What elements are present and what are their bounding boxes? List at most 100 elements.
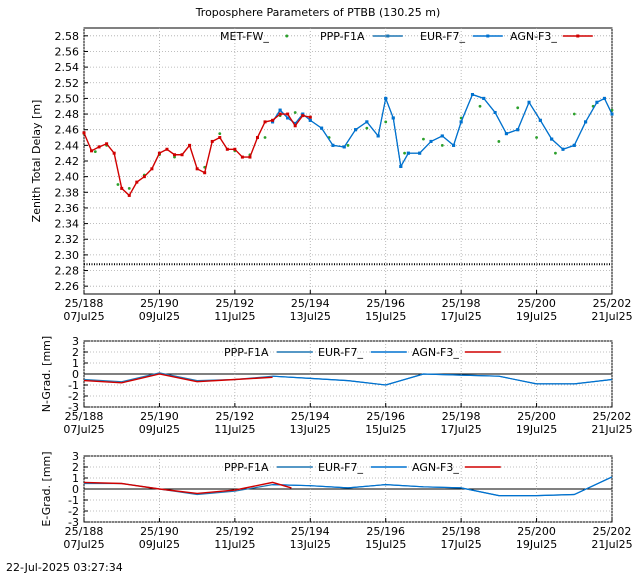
x-tick-label-doy: 25/192 [216,297,255,310]
series-point-met-fw [478,104,482,108]
series-point-eur-f7 [331,143,335,147]
ztd-panel: 2.26 2.28 2.30 2.32 2.34 2.36 2.38 2.40 2.42 2.44… [30,27,633,323]
series-point-agn-f3 [293,124,297,128]
x-tick-label-doy: 25/192 [216,525,255,538]
series-point-agn-f3 [90,149,94,153]
y-tick-label: 2.26 [55,280,80,293]
x-tick-label-doy: 25/196 [366,525,405,538]
ngrad-grid [83,340,613,408]
ngrad-y-label: N-Grad. [mm] [40,336,53,412]
series-point-agn-f3 [112,151,116,155]
series-point-met-fw [403,151,406,155]
series-point-agn-f3 [233,147,237,151]
y-tick-label: 3 [72,450,79,463]
x-tick-label-date: 13Jul25 [290,423,331,436]
x-tick-label-doy: 25/200 [517,525,556,538]
series-point-eur-f7 [418,151,422,155]
y-tick-label: 2.44 [55,139,80,152]
y-tick-label: -3 [68,401,79,414]
x-tick-label-doy: 25/202 [593,525,632,538]
series-point-agn-f3 [82,131,86,135]
render-timestamp: 22-Jul-2025 03:27:34 [6,561,123,574]
series-point-agn-f3 [203,171,207,175]
egrad-series [83,476,613,497]
y-tick-label: -1 [68,494,79,507]
x-tick-label-date: 07Jul25 [63,310,104,323]
legend-label: PPP-F1A [320,30,365,43]
x-tick-label-doy: 25/200 [517,410,556,423]
series-point-eur-f7 [406,151,410,155]
series-point-met-fw [440,143,444,147]
series-point-eur-f7 [271,120,275,124]
x-tick-label-doy: 25/188 [65,297,104,310]
series-point-agn-f3 [308,115,312,119]
x-tick-label-doy: 25/190 [140,410,179,423]
series-line-agn-f3 [83,373,273,384]
x-tick-label-doy: 25/194 [291,297,330,310]
series-point-met-fw [293,111,297,114]
y-tick-label: 2.36 [55,202,80,215]
series-point-eur-f7 [561,147,565,151]
y-tick-label: 2.28 [55,265,80,278]
ztd-legend: MET-FW_ PPP-F1A EUR-F7_ AGN-F3_ [220,30,593,43]
x-tick-label-doy: 25/202 [593,410,632,423]
x-tick-label-doy: 25/188 [65,525,104,538]
y-tick-label: 2.56 [55,45,80,58]
x-tick-label-date: 09Jul25 [139,423,180,436]
y-tick-label: -1 [68,379,79,392]
series-point-eur-f7 [459,120,463,124]
series-point-met-fw [116,183,120,186]
series-point-eur-f7 [538,118,542,122]
x-tick-label-doy: 25/198 [442,297,481,310]
series-point-agn-f3 [97,145,101,149]
series-point-met-fw [93,150,97,154]
x-tick-label-doy: 25/198 [442,410,481,423]
series-point-met-fw [610,108,614,112]
y-tick-label: 2.46 [55,124,80,137]
series-point-eur-f7 [376,134,380,138]
x-tick-label-date: 07Jul25 [63,538,104,551]
series-point-met-fw [572,112,576,116]
x-tick-label-date: 11Jul25 [214,310,255,323]
series-point-eur-f7 [470,93,474,96]
x-tick-label-doy: 25/190 [140,297,179,310]
series-point-eur-f7 [550,137,554,141]
series-point-met-fw [365,126,369,130]
x-tick-label-doy: 25/192 [216,410,255,423]
series-line-eur-f7 [272,373,613,386]
series-point-agn-f3 [286,112,290,116]
legend-label: EUR-F7_ [318,346,363,359]
series-point-eur-f7 [584,120,588,124]
series-point-eur-f7 [384,96,388,100]
x-tick-label-doy: 25/190 [140,525,179,538]
series-point-eur-f7 [354,128,358,132]
x-tick-label-date: 21Jul25 [591,538,632,551]
x-tick-label-date: 17Jul25 [441,538,482,551]
series-point-agn-f3 [218,136,222,140]
series-point-met-fw [554,151,557,155]
legend-label: PPP-F1A [224,346,269,359]
series-point-met-fw [346,143,350,147]
series-point-eur-f7 [610,112,614,116]
y-tick-label: -2 [68,505,79,518]
series-line-ppp-f1a [84,476,613,497]
series-line-eur-f7 [272,476,613,497]
x-tick-label-date: 15Jul25 [365,538,406,551]
egrad-legend: PPP-F1A EUR-F7_ AGN-F3_ [224,461,501,474]
series-point-agn-f3 [135,180,139,184]
series-point-agn-f3 [157,151,161,155]
y-tick-label: -3 [68,516,79,529]
series-point-agn-f3 [195,167,199,171]
series-point-met-fw [516,106,520,110]
x-tick-label-date: 15Jul25 [365,423,406,436]
series-point-agn-f3 [225,147,229,151]
chart-title: Troposphere Parameters of PTBB (130.25 m… [195,6,441,19]
series-point-met-fw [535,136,538,139]
x-tick-label-date: 11Jul25 [214,538,255,551]
legend-marker-met-fw [285,34,289,38]
series-point-eur-f7 [301,112,305,116]
x-tick-label-date: 11Jul25 [214,423,255,436]
